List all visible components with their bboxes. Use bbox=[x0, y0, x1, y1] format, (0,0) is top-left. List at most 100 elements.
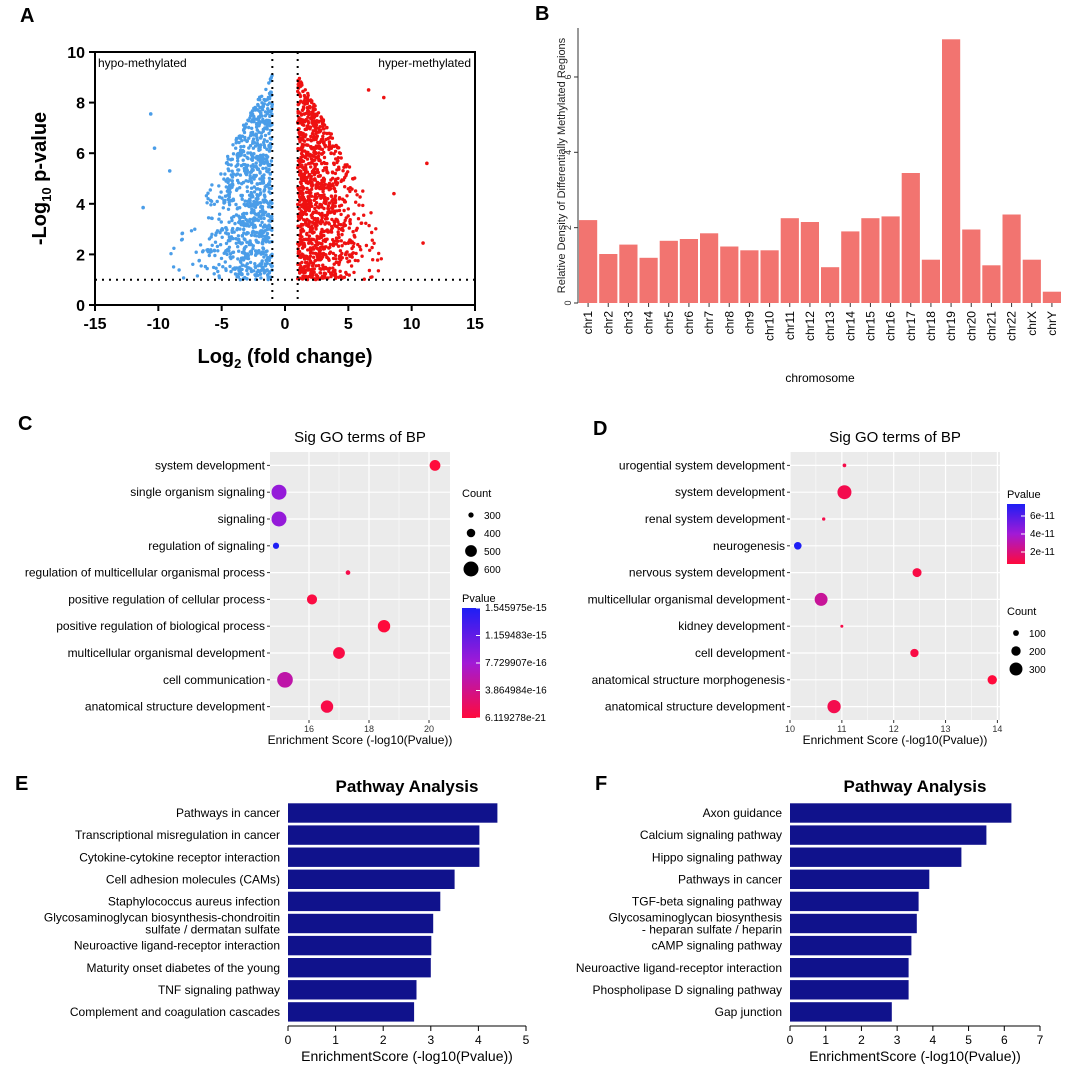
data-point bbox=[255, 270, 259, 274]
data-point bbox=[248, 174, 252, 178]
data-point bbox=[251, 244, 255, 248]
data-point bbox=[320, 184, 325, 188]
size-legend-label: 300 bbox=[484, 511, 501, 522]
size-legend-dot bbox=[1013, 630, 1019, 636]
panel-b-chromosome-bar-chart: chr1 chr2 chr3 chr4 chr5 chr6 chr7 chr8 chr9 chr1… bbox=[556, 28, 1061, 385]
data-point bbox=[305, 186, 309, 191]
data-point bbox=[259, 276, 263, 280]
data-point bbox=[309, 177, 313, 181]
data-point bbox=[270, 201, 274, 205]
data-point bbox=[244, 122, 248, 126]
data-point bbox=[352, 233, 356, 238]
bar-chr15 bbox=[861, 218, 880, 303]
data-point bbox=[368, 248, 372, 252]
data-point bbox=[370, 230, 374, 235]
data-point bbox=[304, 163, 308, 167]
data-point bbox=[223, 172, 227, 176]
data-point bbox=[347, 259, 352, 263]
data-point bbox=[267, 149, 272, 153]
data-point bbox=[335, 168, 339, 172]
data-point bbox=[224, 268, 228, 273]
plot-background bbox=[790, 452, 1000, 720]
data-point bbox=[235, 226, 240, 231]
category-label-line: - heparan sulfate / heparin bbox=[642, 923, 782, 937]
data-point bbox=[237, 237, 241, 242]
data-point bbox=[268, 225, 272, 229]
x-tick-label: 20 bbox=[424, 724, 434, 734]
x-tick-label: chr9 bbox=[742, 311, 756, 335]
data-point bbox=[345, 250, 349, 254]
x-tick-label: 3 bbox=[894, 1033, 901, 1047]
data-point bbox=[315, 275, 319, 279]
data-point bbox=[303, 260, 308, 265]
data-point bbox=[315, 130, 319, 134]
data-point bbox=[252, 185, 256, 189]
data-point bbox=[333, 204, 337, 208]
data-point bbox=[331, 256, 336, 261]
data-point bbox=[311, 168, 316, 172]
data-point bbox=[312, 108, 316, 112]
data-point bbox=[342, 208, 346, 213]
data-point bbox=[342, 241, 347, 245]
data-point bbox=[372, 241, 376, 245]
data-point bbox=[334, 157, 338, 161]
data-point bbox=[300, 204, 304, 209]
x-tick-label: 11 bbox=[837, 724, 846, 734]
data-point bbox=[322, 150, 326, 155]
data-point bbox=[323, 265, 328, 270]
data-point bbox=[194, 250, 198, 254]
bar-chr17 bbox=[901, 173, 920, 303]
data-point bbox=[265, 139, 269, 143]
data-point bbox=[316, 154, 321, 158]
data-point bbox=[244, 253, 248, 258]
data-point bbox=[334, 274, 338, 279]
data-point bbox=[253, 225, 257, 229]
data-point bbox=[311, 251, 315, 255]
dot-signaling bbox=[271, 511, 287, 527]
data-point bbox=[313, 152, 318, 156]
data-point bbox=[248, 260, 253, 265]
data-point bbox=[339, 212, 343, 217]
data-point bbox=[267, 240, 272, 244]
data-point bbox=[240, 134, 245, 138]
data-point bbox=[340, 232, 344, 237]
data-point bbox=[251, 175, 255, 180]
data-point bbox=[305, 231, 309, 236]
data-point bbox=[314, 137, 318, 142]
data-point bbox=[231, 152, 236, 156]
category-label: positive regulation of biological proces… bbox=[56, 619, 265, 633]
data-point bbox=[252, 152, 256, 156]
data-point bbox=[215, 229, 220, 233]
data-point bbox=[258, 147, 262, 152]
data-point bbox=[259, 131, 264, 135]
dot-cell-development bbox=[910, 648, 919, 658]
data-point bbox=[204, 194, 209, 198]
data-point bbox=[255, 213, 259, 217]
data-point bbox=[319, 218, 324, 222]
data-point bbox=[361, 203, 365, 208]
data-point bbox=[338, 269, 342, 273]
data-point bbox=[326, 206, 330, 211]
data-point bbox=[254, 234, 259, 238]
data-point bbox=[344, 165, 348, 169]
data-point bbox=[308, 257, 312, 262]
data-point bbox=[224, 231, 228, 235]
data-point bbox=[230, 218, 234, 223]
data-point bbox=[322, 187, 326, 191]
data-point bbox=[339, 156, 343, 160]
data-point bbox=[351, 230, 355, 234]
data-point bbox=[336, 176, 340, 181]
data-point bbox=[334, 238, 339, 243]
data-point bbox=[257, 234, 261, 239]
data-point bbox=[312, 146, 316, 150]
data-point bbox=[233, 272, 238, 276]
bar-0 bbox=[288, 803, 498, 823]
dot-nervous-system-development bbox=[912, 568, 922, 578]
data-point bbox=[305, 176, 309, 180]
data-point bbox=[257, 215, 261, 219]
category-label: signaling bbox=[218, 512, 265, 526]
data-point bbox=[310, 275, 314, 279]
data-point bbox=[239, 194, 244, 198]
data-point bbox=[268, 179, 272, 184]
data-point bbox=[342, 221, 346, 225]
